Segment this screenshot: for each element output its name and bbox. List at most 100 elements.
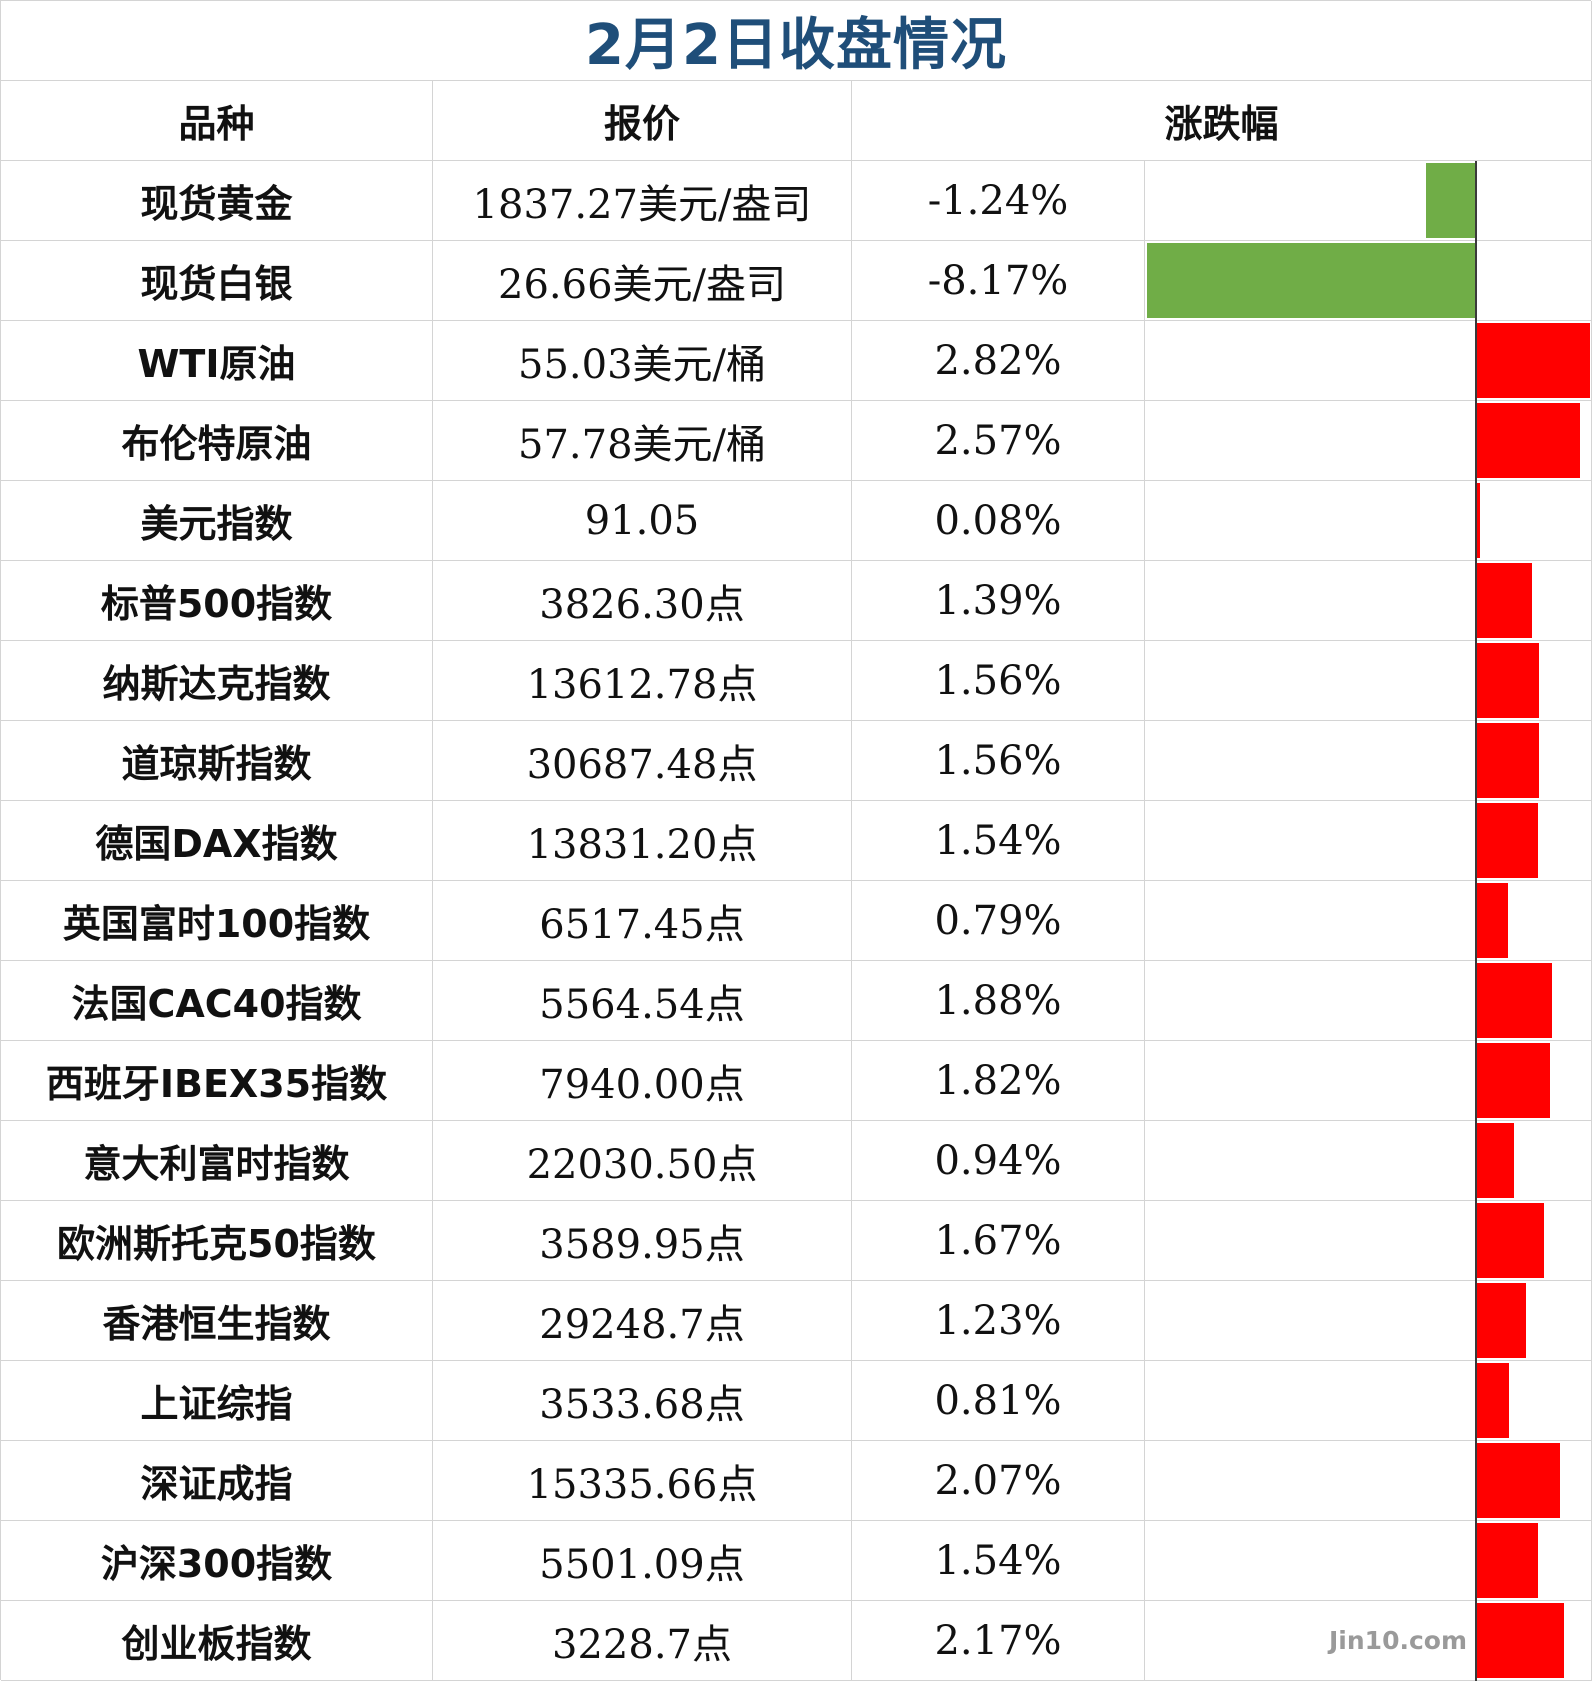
bar-axis (1475, 161, 1478, 1681)
row-price: 5564.54点 (433, 961, 852, 1041)
change-bar (1476, 1043, 1550, 1118)
row-change: 0.08% (852, 481, 1145, 561)
table-row: WTI原油 55.03美元/桶 2.82% (1, 321, 1592, 401)
row-bar-cell (1145, 1281, 1592, 1361)
row-price: 6517.45点 (433, 881, 852, 961)
change-bar (1476, 1443, 1560, 1518)
row-bar-cell (1145, 1121, 1592, 1201)
table-row: 意大利富时指数 22030.50点 0.94% (1, 1121, 1592, 1201)
row-bar-cell (1145, 481, 1592, 561)
row-name: 美元指数 (1, 481, 433, 561)
row-price: 5501.09点 (433, 1521, 852, 1601)
row-bar-cell (1145, 881, 1592, 961)
table-row: 欧洲斯托克50指数 3589.95点 1.67% (1, 1201, 1592, 1281)
row-bar-cell (1145, 241, 1592, 321)
row-bar-cell (1145, 1521, 1592, 1601)
row-price: 57.78美元/桶 (433, 401, 852, 481)
row-price: 1837.27美元/盎司 (433, 161, 852, 241)
table-row: 香港恒生指数 29248.7点 1.23% (1, 1281, 1592, 1361)
row-bar-cell (1145, 1041, 1592, 1121)
change-bar (1476, 403, 1580, 478)
change-bar (1476, 963, 1553, 1038)
row-change: 2.17% (852, 1601, 1145, 1681)
row-change: 1.39% (852, 561, 1145, 641)
table-row: 英国富时100指数 6517.45点 0.79% (1, 881, 1592, 961)
change-bar (1476, 1203, 1544, 1278)
row-bar-cell (1145, 401, 1592, 481)
change-bar (1476, 1123, 1515, 1198)
change-bar (1476, 1523, 1539, 1598)
row-change: 2.57% (852, 401, 1145, 481)
change-bar (1476, 323, 1590, 398)
row-change: 0.81% (852, 1361, 1145, 1441)
row-name: 道琼斯指数 (1, 721, 433, 801)
row-change: 1.56% (852, 641, 1145, 721)
row-change: 1.54% (852, 1521, 1145, 1601)
row-price: 3589.95点 (433, 1201, 852, 1281)
row-name: 现货黄金 (1, 161, 433, 241)
table-row: 德国DAX指数 13831.20点 1.54% (1, 801, 1592, 881)
row-bar-cell (1145, 321, 1592, 401)
change-bar (1476, 563, 1533, 638)
header-name: 品种 (1, 81, 433, 161)
change-bar (1476, 483, 1480, 558)
row-price: 91.05 (433, 481, 852, 561)
row-bar-cell (1145, 721, 1592, 801)
table-row: 深证成指 15335.66点 2.07% (1, 1441, 1592, 1521)
row-change: 2.82% (852, 321, 1145, 401)
row-change: 1.23% (852, 1281, 1145, 1361)
row-change: 1.56% (852, 721, 1145, 801)
table-row: 西班牙IBEX35指数 7940.00点 1.82% (1, 1041, 1592, 1121)
change-bar (1476, 1603, 1564, 1678)
table-row: 纳斯达克指数 13612.78点 1.56% (1, 641, 1592, 721)
row-name: 现货白银 (1, 241, 433, 321)
row-price: 7940.00点 (433, 1041, 852, 1121)
row-bar-cell (1145, 961, 1592, 1041)
row-name: 标普500指数 (1, 561, 433, 641)
row-name: 法国CAC40指数 (1, 961, 433, 1041)
watermark: Jin10.com (1329, 1626, 1468, 1655)
change-bar (1476, 1363, 1509, 1438)
row-price: 55.03美元/桶 (433, 321, 852, 401)
row-bar-cell (1145, 1201, 1592, 1281)
row-name: 上证综指 (1, 1361, 433, 1441)
table-row: 现货黄金 1837.27美元/盎司 -1.24% (1, 161, 1592, 241)
row-change: 1.82% (852, 1041, 1145, 1121)
row-name: 意大利富时指数 (1, 1121, 433, 1201)
row-change: 1.88% (852, 961, 1145, 1041)
table-row: 沪深300指数 5501.09点 1.54% (1, 1521, 1592, 1601)
row-change: -1.24% (852, 161, 1145, 241)
row-change: 2.07% (852, 1441, 1145, 1521)
row-price: 13612.78点 (433, 641, 852, 721)
row-bar-cell (1145, 641, 1592, 721)
row-price: 29248.7点 (433, 1281, 852, 1361)
row-price: 3533.68点 (433, 1361, 852, 1441)
change-bar (1476, 643, 1540, 718)
table-row: 道琼斯指数 30687.48点 1.56% (1, 721, 1592, 801)
row-name: 沪深300指数 (1, 1521, 433, 1601)
row-name: 深证成指 (1, 1441, 433, 1521)
header-row: 品种 报价 涨跌幅 (1, 81, 1592, 161)
table-row: 布伦特原油 57.78美元/桶 2.57% (1, 401, 1592, 481)
row-name: 西班牙IBEX35指数 (1, 1041, 433, 1121)
change-bar (1426, 163, 1477, 238)
table-row: 标普500指数 3826.30点 1.39% (1, 561, 1592, 641)
row-name: 英国富时100指数 (1, 881, 433, 961)
change-bar (1476, 803, 1539, 878)
change-bar (1476, 883, 1509, 958)
header-price: 报价 (433, 81, 852, 161)
row-name: 香港恒生指数 (1, 1281, 433, 1361)
header-change: 涨跌幅 (852, 81, 1592, 161)
table-row: 现货白银 26.66美元/盎司 -8.17% (1, 241, 1592, 321)
row-change: 0.79% (852, 881, 1145, 961)
row-change: -8.17% (852, 241, 1145, 321)
row-price: 26.66美元/盎司 (433, 241, 852, 321)
row-change: 1.67% (852, 1201, 1145, 1281)
row-bar-cell (1145, 1441, 1592, 1521)
table-row: 法国CAC40指数 5564.54点 1.88% (1, 961, 1592, 1041)
row-price: 22030.50点 (433, 1121, 852, 1201)
row-name: 创业板指数 (1, 1601, 433, 1681)
row-bar-cell (1145, 1361, 1592, 1441)
row-bar-cell (1145, 561, 1592, 641)
row-name: 布伦特原油 (1, 401, 433, 481)
